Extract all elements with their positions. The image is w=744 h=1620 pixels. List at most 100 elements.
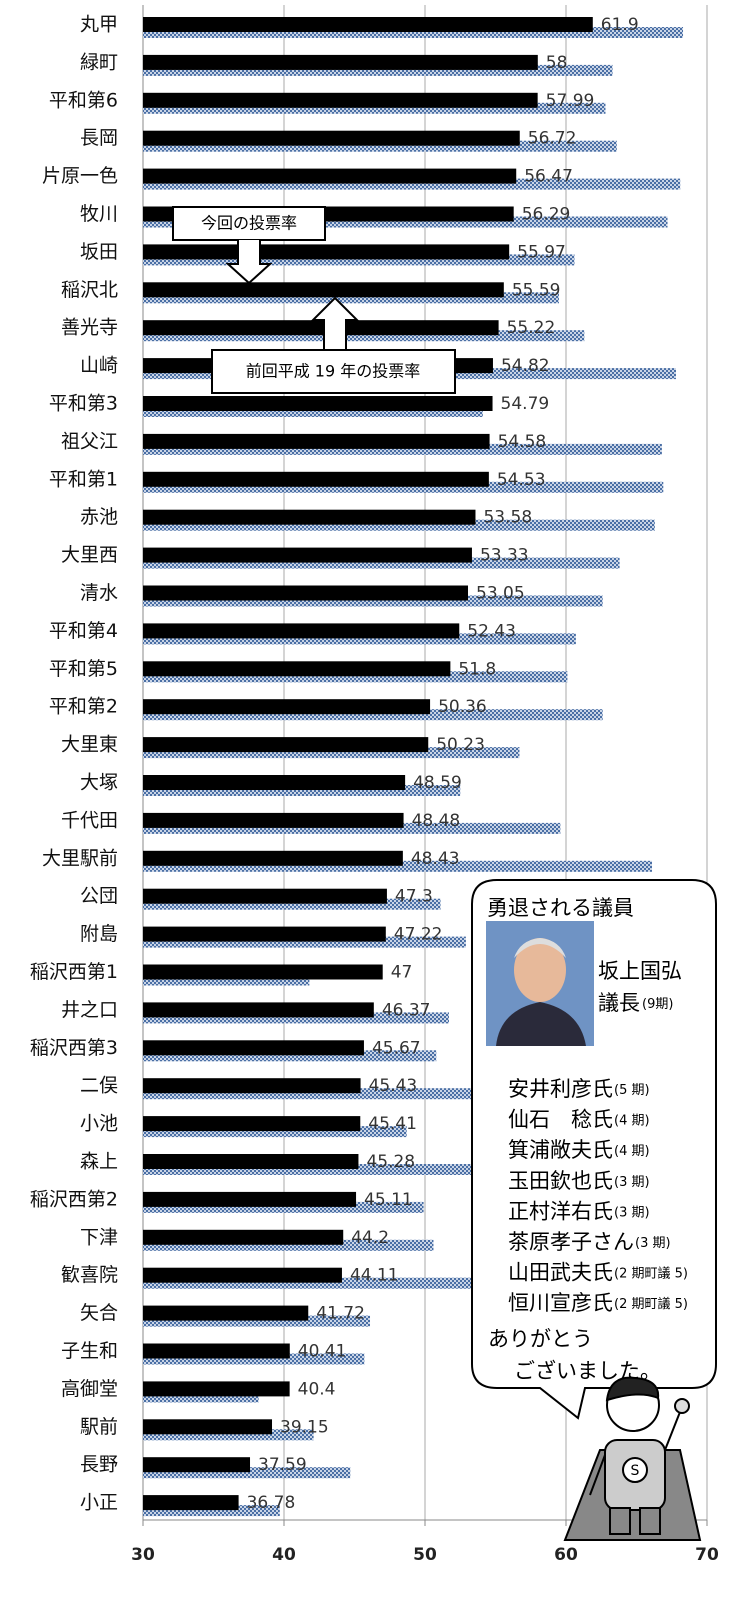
y-tick-label: 小正 (80, 1492, 118, 1514)
bar-current (143, 1078, 361, 1093)
value-label: 56.29 (522, 205, 571, 225)
value-label: 45.11 (364, 1190, 413, 1210)
y-tick-label: 稲沢西第1 (30, 961, 118, 983)
y-tick-label: 公団 (80, 885, 118, 907)
value-label: 44.2 (351, 1228, 389, 1248)
value-label: 56.47 (524, 167, 573, 187)
y-tick-label: 緑町 (80, 51, 118, 73)
bar-current (143, 1344, 290, 1359)
callout-text: 前回平成 19 年の投票率 (246, 362, 421, 381)
y-tick-label: 大里東 (61, 734, 118, 756)
bar-current (143, 282, 504, 297)
bar-current (143, 131, 520, 146)
bar-current (143, 813, 404, 828)
y-tick-label: 赤池 (80, 506, 118, 528)
bar-current (143, 737, 428, 752)
value-label: 50.36 (438, 697, 487, 717)
y-tick-label: 長岡 (80, 127, 118, 149)
x-tick-label: 70 (695, 1545, 719, 1565)
value-label: 56.72 (528, 129, 577, 149)
value-label: 53.58 (483, 508, 532, 528)
value-label: 55.22 (507, 318, 556, 338)
x-tick-label: 30 (131, 1545, 155, 1565)
bar-current (143, 1040, 364, 1055)
chair-name: 坂上国弘 (598, 959, 682, 983)
y-tick-label: 稲沢北 (61, 279, 118, 301)
mascot: S (565, 1378, 700, 1540)
bar-current (143, 1306, 308, 1321)
value-label: 54.82 (501, 356, 550, 376)
bar-current (143, 699, 430, 714)
y-tick-label: 稲沢西第3 (30, 1037, 118, 1059)
y-tick-label: 平和第5 (49, 658, 118, 680)
value-label: 41.72 (316, 1304, 365, 1324)
bar-current (143, 434, 490, 449)
value-label: 46.37 (382, 1000, 431, 1020)
value-label: 39.15 (280, 1417, 329, 1437)
bar-current (143, 851, 403, 866)
svg-text:S: S (631, 1463, 640, 1479)
value-label: 55.59 (512, 280, 561, 300)
speech-bubble: 勇退される議員 坂上国弘 議長(9期) 安井利彦氏(5 期)仙石 稔氏(4 期)… (472, 880, 716, 1418)
portrait (486, 921, 594, 1046)
y-tick-label: 平和第3 (49, 393, 118, 415)
y-tick-label: 森上 (80, 1151, 118, 1173)
value-label: 52.43 (467, 621, 516, 641)
value-label: 45.43 (369, 1076, 418, 1096)
y-tick-label: 附島 (80, 923, 118, 945)
value-label: 53.05 (476, 584, 525, 604)
x-tick-label: 40 (272, 1545, 296, 1565)
bar-current (143, 661, 450, 676)
bar-current (143, 320, 499, 335)
bar-current (143, 244, 509, 259)
value-label: 45.67 (372, 1038, 421, 1058)
value-label: 45.41 (368, 1114, 417, 1134)
x-tick-label: 50 (413, 1545, 437, 1565)
value-label: 61.9 (601, 15, 639, 35)
y-tick-label: 子生和 (61, 1340, 118, 1362)
bar-current (143, 965, 383, 980)
y-tick-label: 善光寺 (61, 317, 118, 339)
y-tick-label: 清水 (80, 582, 118, 604)
bar-current (143, 1116, 360, 1131)
value-label: 55.97 (517, 242, 566, 262)
value-label: 44.11 (350, 1266, 399, 1286)
y-tick-label: 祖父江 (61, 430, 118, 452)
bubble-title: 勇退される議員 (487, 896, 634, 920)
x-tick-label: 60 (554, 1545, 578, 1565)
bar-current (143, 586, 468, 601)
callout-text: 今回の投票率 (201, 214, 297, 233)
bar-current (143, 1457, 250, 1472)
value-label: 37.59 (258, 1455, 307, 1475)
value-label: 47.3 (395, 887, 433, 907)
y-tick-label: 片原一色 (42, 165, 118, 187)
value-label: 53.33 (480, 546, 529, 566)
closing: ありがとう (488, 1327, 593, 1351)
y-tick-label: 歓喜院 (61, 1264, 118, 1286)
y-tick-label: 平和第2 (49, 696, 118, 718)
bar-current (143, 510, 475, 525)
value-label: 54.79 (501, 394, 550, 414)
bar-current (143, 889, 387, 904)
y-tick-label: 牧川 (80, 203, 118, 225)
value-label: 48.59 (413, 773, 462, 793)
bar-current (143, 1002, 374, 1017)
value-label: 47 (391, 963, 413, 983)
y-tick-label: 大里西 (61, 544, 118, 566)
bar-current (143, 1192, 356, 1207)
y-tick-label: 大塚 (80, 772, 118, 794)
y-tick-label: 大里駅前 (42, 847, 118, 869)
bar-current (143, 93, 538, 108)
y-tick-label: 平和第6 (49, 89, 118, 111)
bar-current (143, 472, 489, 487)
y-tick-label: 井之口 (61, 999, 118, 1021)
value-label: 45.28 (366, 1152, 415, 1172)
value-label: 54.58 (498, 432, 547, 452)
bar-current (143, 55, 538, 70)
bar-current (143, 396, 493, 411)
value-label: 40.41 (298, 1342, 347, 1362)
bar-current (143, 169, 516, 184)
y-tick-label: 山崎 (80, 355, 118, 377)
y-tick-label: 二俣 (80, 1075, 118, 1097)
y-tick-label: 長野 (80, 1454, 118, 1476)
